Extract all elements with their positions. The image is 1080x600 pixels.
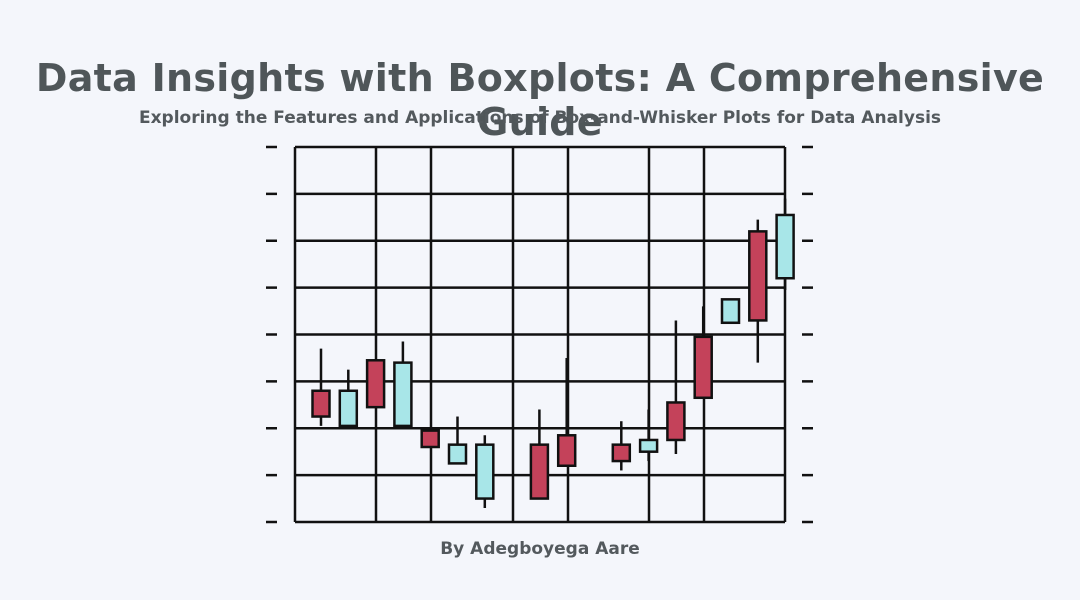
chart-candles — [311, 198, 795, 508]
candle-body-bearish — [420, 429, 440, 449]
page-title: Data Insights with Boxplots: A Comprehen… — [35, 56, 1045, 144]
candle-body-bearish — [365, 359, 386, 409]
chart-ticks — [266, 145, 813, 524]
candle-body-bearish — [556, 434, 577, 467]
candle-body-bullish — [393, 361, 413, 428]
candle-body-bullish — [720, 298, 741, 325]
candle-body-bearish — [611, 443, 632, 463]
candle-body-bearish — [666, 401, 686, 442]
candle-body-bullish — [338, 389, 359, 428]
candle-body-bullish — [638, 438, 659, 453]
page-subtitle: Exploring the Features and Applications … — [138, 108, 942, 128]
candle-body-bearish — [693, 335, 713, 400]
candle-body-bearish — [529, 443, 550, 500]
candle-body-bearish — [748, 230, 768, 322]
candle-body-bullish — [447, 443, 468, 465]
author-byline: By Adegboyega Aare — [440, 539, 640, 559]
candle-body-bullish — [475, 443, 495, 500]
candle-body-bearish — [311, 389, 331, 418]
candle-body-bullish — [775, 213, 795, 280]
